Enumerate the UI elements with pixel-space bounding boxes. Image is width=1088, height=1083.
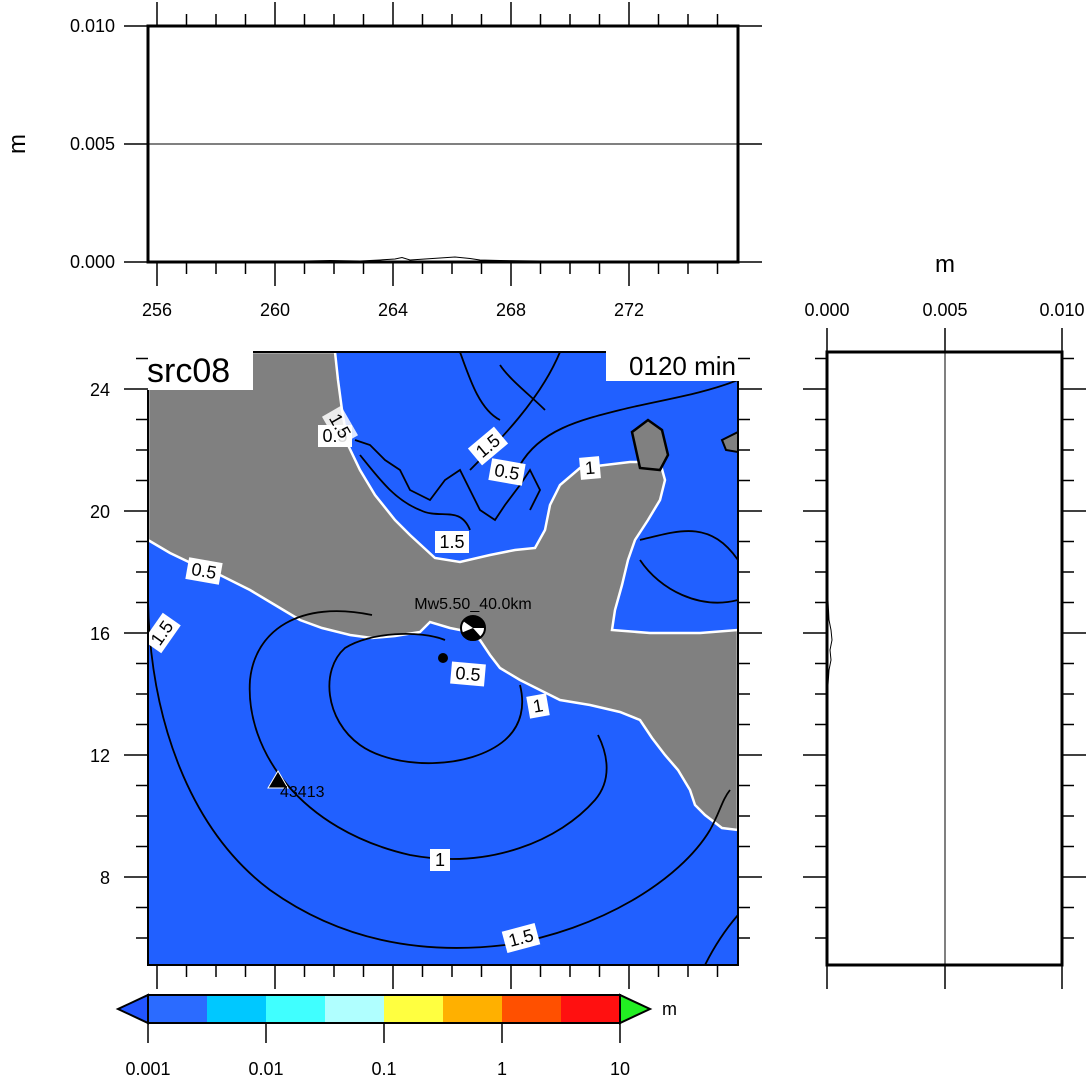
contour-label: 0.5	[190, 559, 218, 583]
top-timeseries-panel: 0.000 0.005 0.010 m 256 260 264 268 272	[4, 2, 762, 320]
top-x-tick-4: 272	[614, 300, 644, 320]
top-x-tick-3: 268	[496, 300, 526, 320]
source-label-box	[143, 350, 253, 390]
colorbar-cell	[266, 995, 326, 1023]
colorbar-tick-1: 0.01	[248, 1059, 283, 1079]
contour-south-edge	[704, 914, 738, 965]
contour-label: 0.5	[455, 663, 482, 685]
top-y-tick-2: 0.010	[70, 16, 115, 36]
colorbar-cell	[384, 995, 444, 1023]
colorbar-tick-2: 0.1	[371, 1059, 396, 1079]
top-waveform-trace	[304, 256, 738, 262]
gulf-contour-g	[499, 364, 546, 411]
contour-0.5	[328, 633, 524, 765]
station-triangle-icon	[267, 770, 289, 789]
map-panel: 0.5 0.5 0.5 0.5 1 1 1 1.5 1.5 1.5 1.5 1.…	[90, 350, 762, 989]
contour-label: 1	[584, 458, 596, 479]
colorbar-tick-0: 0.001	[125, 1059, 170, 1079]
colorbar-cell	[325, 995, 385, 1023]
lat-tick-0: 24	[90, 380, 110, 400]
contour-label: 1	[435, 850, 445, 870]
colorbar-high-arrow	[619, 993, 653, 1025]
top-x-tick-0: 256	[142, 300, 172, 320]
top-x-tick-2: 264	[378, 300, 408, 320]
colorbar-low-arrow	[115, 993, 149, 1025]
colorbar-cell	[207, 995, 267, 1023]
gulf-contour-a	[519, 379, 738, 466]
lat-tick-4: 8	[100, 868, 110, 888]
time-label: 0120 min	[629, 351, 736, 381]
landmass-cuba	[630, 418, 670, 472]
top-y-tick-1: 0.005	[70, 134, 115, 154]
contour-label: 1	[531, 695, 544, 716]
epicenter-dot	[438, 653, 448, 663]
focal-mechanism-icon	[460, 615, 486, 641]
contour-1	[248, 610, 608, 860]
colorbar-cell	[561, 995, 621, 1023]
colorbar: m 0.001 0.01 0.1 1 10	[115, 993, 677, 1079]
top-y-tick-0: 0.000	[70, 252, 115, 272]
gulf-contour-e	[359, 454, 471, 531]
colorbar-tick-4: 10	[610, 1059, 630, 1079]
right-x-tick-0: 0.000	[804, 300, 849, 320]
station-label: 43413	[280, 784, 325, 801]
colorbar-cell	[502, 995, 562, 1023]
top-x-tick-1: 260	[260, 300, 290, 320]
colorbar-cell	[443, 995, 503, 1023]
gulf-coast-detail	[354, 439, 542, 522]
colorbar-unit: m	[662, 999, 677, 1019]
lat-tick-1: 20	[90, 502, 110, 522]
lat-tick-2: 16	[90, 624, 110, 644]
contour-label: 1.5	[439, 532, 464, 552]
landmass-island-ne	[720, 430, 738, 454]
gulf-contour-d	[639, 559, 738, 604]
gulf-contour-f	[459, 352, 501, 421]
colorbar-tick-3: 1	[497, 1059, 507, 1079]
colorbar-cell	[148, 995, 208, 1023]
lat-tick-3: 12	[90, 746, 110, 766]
source-label: src08	[147, 352, 230, 390]
right-timeseries-panel: m 0.000 0.005 0.010	[803, 251, 1086, 989]
time-label-box	[606, 350, 740, 381]
mechanism-label: Mw5.50_40.0km	[414, 596, 531, 613]
right-x-tick-1: 0.005	[922, 300, 967, 320]
right-x-tick-2: 0.010	[1039, 300, 1084, 320]
gulf-contour-c	[639, 530, 738, 561]
contour-label: 0.5	[493, 460, 521, 484]
top-y-unit: m	[4, 134, 31, 154]
right-x-unit: m	[935, 251, 955, 278]
right-waveform-trace	[827, 599, 833, 686]
contour-1.5	[148, 599, 731, 949]
